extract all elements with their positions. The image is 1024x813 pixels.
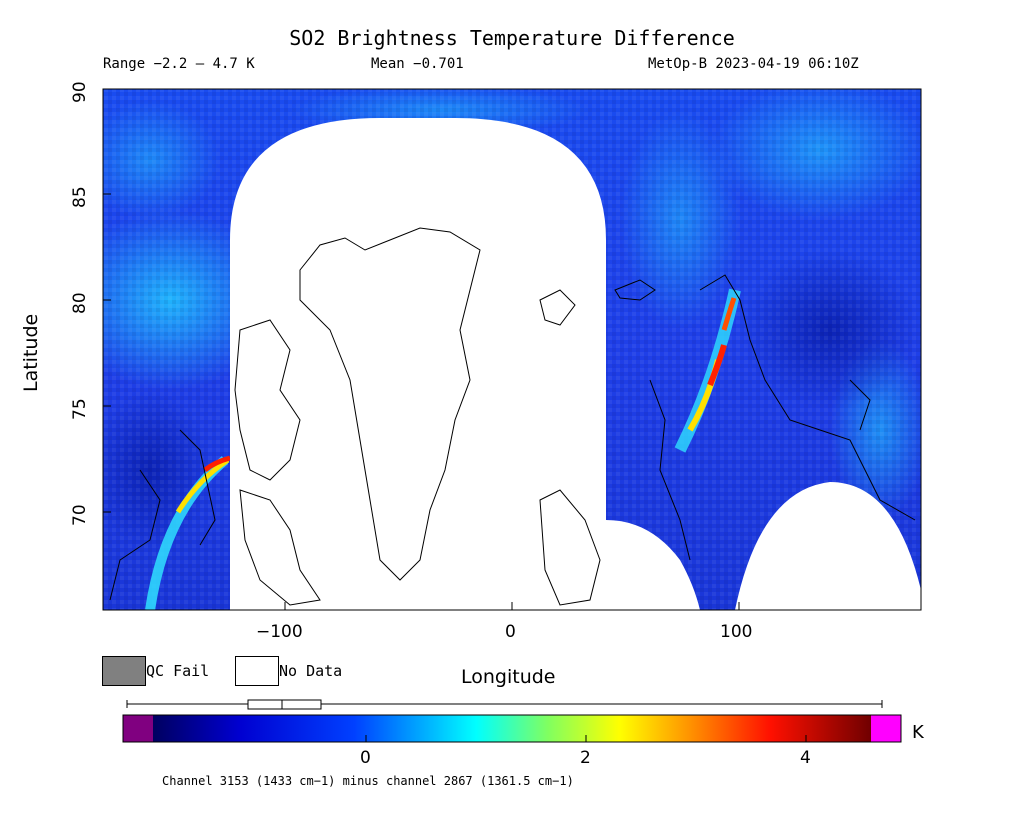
colorbar-tick-label: 0 — [360, 748, 371, 768]
colorbar-boxplot — [247, 699, 322, 710]
no-data-region — [735, 482, 921, 610]
y-tick-label: 80 — [70, 292, 90, 314]
y-tick-label: 75 — [70, 398, 90, 420]
chart-title: SO2 Brightness Temperature Difference — [289, 26, 735, 50]
y-tick-label: 70 — [70, 504, 90, 526]
y-tick-label: 85 — [70, 186, 90, 208]
qc-fail-swatch — [102, 656, 146, 686]
satellite-timestamp: MetOp-B 2023-04-19 06:10Z — [648, 56, 859, 72]
mean-text: Mean −0.701 — [371, 56, 464, 72]
coastlines — [109, 227, 916, 606]
colorbar-unit: K — [912, 722, 924, 743]
no-data-swatch — [235, 656, 279, 686]
axis-ticks — [103, 193, 740, 610]
x-tick-label: −100 — [256, 622, 303, 642]
qc-fail-label: QC Fail — [146, 662, 210, 680]
colorbar-overflow — [871, 715, 901, 742]
colorbar-underflow — [123, 715, 153, 742]
no-data-region — [230, 118, 700, 610]
colorbar-tick-label: 4 — [800, 748, 811, 768]
range-text: Range −2.2 – 4.7 K — [103, 56, 255, 72]
no-data-label: No Data — [279, 662, 343, 680]
channel-footnote: Channel 3153 (1433 cm−1) minus channel 2… — [162, 774, 574, 788]
colorbar-tick-label: 2 — [580, 748, 591, 768]
y-axis-label: Latitude — [20, 313, 42, 392]
x-axis-label: Longitude — [461, 666, 556, 688]
data-field — [103, 89, 921, 610]
y-tick-label: 90 — [70, 81, 90, 103]
x-tick-label: 0 — [505, 622, 516, 642]
colorbar — [122, 699, 902, 743]
x-tick-label: 100 — [720, 622, 753, 642]
colorbar-gradient — [153, 715, 871, 742]
